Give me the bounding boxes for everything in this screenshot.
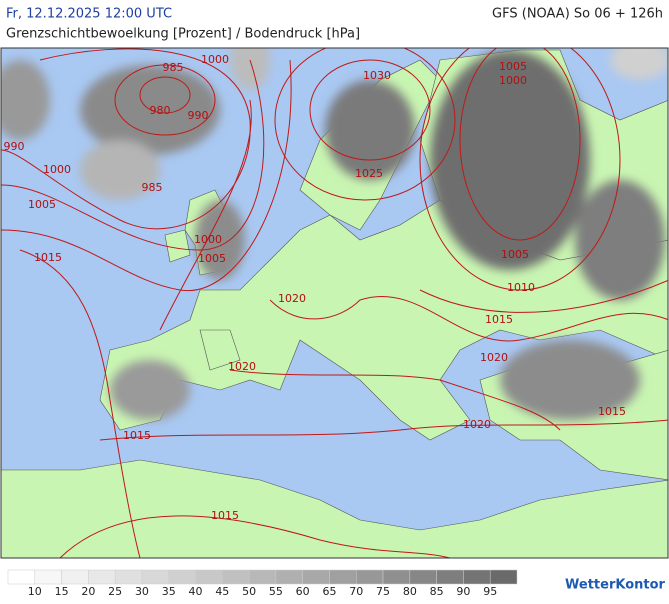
map-frame: [0, 47, 669, 559]
legend-label: 40: [189, 585, 203, 598]
subtitle: Grenzschichtbewoelkung [Prozent] / Boden…: [6, 27, 360, 42]
legend-label: 65: [322, 585, 336, 598]
isobar-label: 1000: [499, 74, 527, 87]
isobar-label: 1015: [598, 405, 626, 418]
isobar-label: 1000: [43, 163, 71, 176]
isobar-label: 1025: [355, 167, 383, 180]
isobar-label: 1005: [499, 60, 527, 73]
datetime: Fr, 12.12.2025 12:00 UTC: [6, 7, 172, 22]
legend-swatch: [222, 569, 250, 585]
isobar-label: 1030: [363, 69, 391, 82]
isobar-label: 1000: [194, 233, 222, 246]
legend-label: 50: [242, 585, 256, 598]
legend-label: 10: [28, 585, 42, 598]
isobar-label: 985: [163, 61, 184, 74]
legend-swatch: [114, 569, 143, 585]
legend-label: 25: [108, 585, 122, 598]
legend: 10 15 20 25 30 35 40 45 50 55 60 65 70 75 80 85 90 95: [7, 569, 518, 598]
cloud-cover: [1, 48, 668, 420]
isobar-label: 985: [142, 181, 163, 194]
legend-label: 70: [349, 585, 363, 598]
isobar-label: 1015: [123, 429, 151, 442]
isobar-label: 990: [188, 109, 209, 122]
isobar-label: 1015: [485, 313, 513, 326]
legend-label: 95: [483, 585, 497, 598]
legend-swatch: [489, 569, 518, 585]
legend-swatch: [436, 569, 464, 585]
isobar-label: 1005: [28, 198, 56, 211]
legend-label: 55: [269, 585, 283, 598]
isobar-label: 1015: [34, 251, 62, 264]
legend-swatch: [382, 569, 411, 585]
legend-swatch: [302, 569, 330, 585]
isobar-label: 1020: [278, 292, 306, 305]
legend-swatch: [34, 569, 62, 585]
legend-label: 45: [215, 585, 229, 598]
isobar-label: 1015: [211, 509, 239, 522]
legend-swatch: [195, 569, 223, 585]
isobar-label: 1020: [228, 360, 256, 373]
isobar-label: 990: [4, 140, 25, 153]
legend-swatch: [409, 569, 437, 585]
legend-swatch: [168, 569, 196, 585]
legend-swatch: [275, 569, 303, 585]
legend-label: 90: [456, 585, 470, 598]
isobar-label: 1005: [198, 252, 226, 265]
isobar-label: 1010: [507, 281, 535, 294]
legend-swatch: [88, 569, 116, 585]
legend-label: 15: [55, 585, 69, 598]
legend-label: 20: [81, 585, 95, 598]
legend-label: 75: [376, 585, 390, 598]
logo: WetterKontor: [565, 578, 666, 593]
legend-swatch: [248, 569, 277, 585]
legend-swatch: [329, 569, 357, 585]
legend-label: 60: [296, 585, 310, 598]
legend-swatch: [7, 569, 36, 585]
isobar-label: 1005: [501, 248, 529, 261]
legend-label: 35: [162, 585, 176, 598]
model-run: GFS (NOAA) So 06 + 126h: [492, 7, 663, 22]
legend-label: 85: [430, 585, 444, 598]
legend-label: 30: [135, 585, 149, 598]
isobar-label: 980: [150, 104, 171, 117]
isobar-label: 1020: [463, 418, 491, 431]
isobar-label: 1020: [480, 351, 508, 364]
isobar-label: 1000: [201, 53, 229, 66]
legend-label: 80: [403, 585, 417, 598]
legend-swatch: [61, 569, 89, 585]
isobars: [1, 48, 668, 558]
legend-swatch: [141, 569, 169, 585]
legend-swatch: [356, 569, 384, 585]
legend-swatch: [463, 569, 491, 585]
